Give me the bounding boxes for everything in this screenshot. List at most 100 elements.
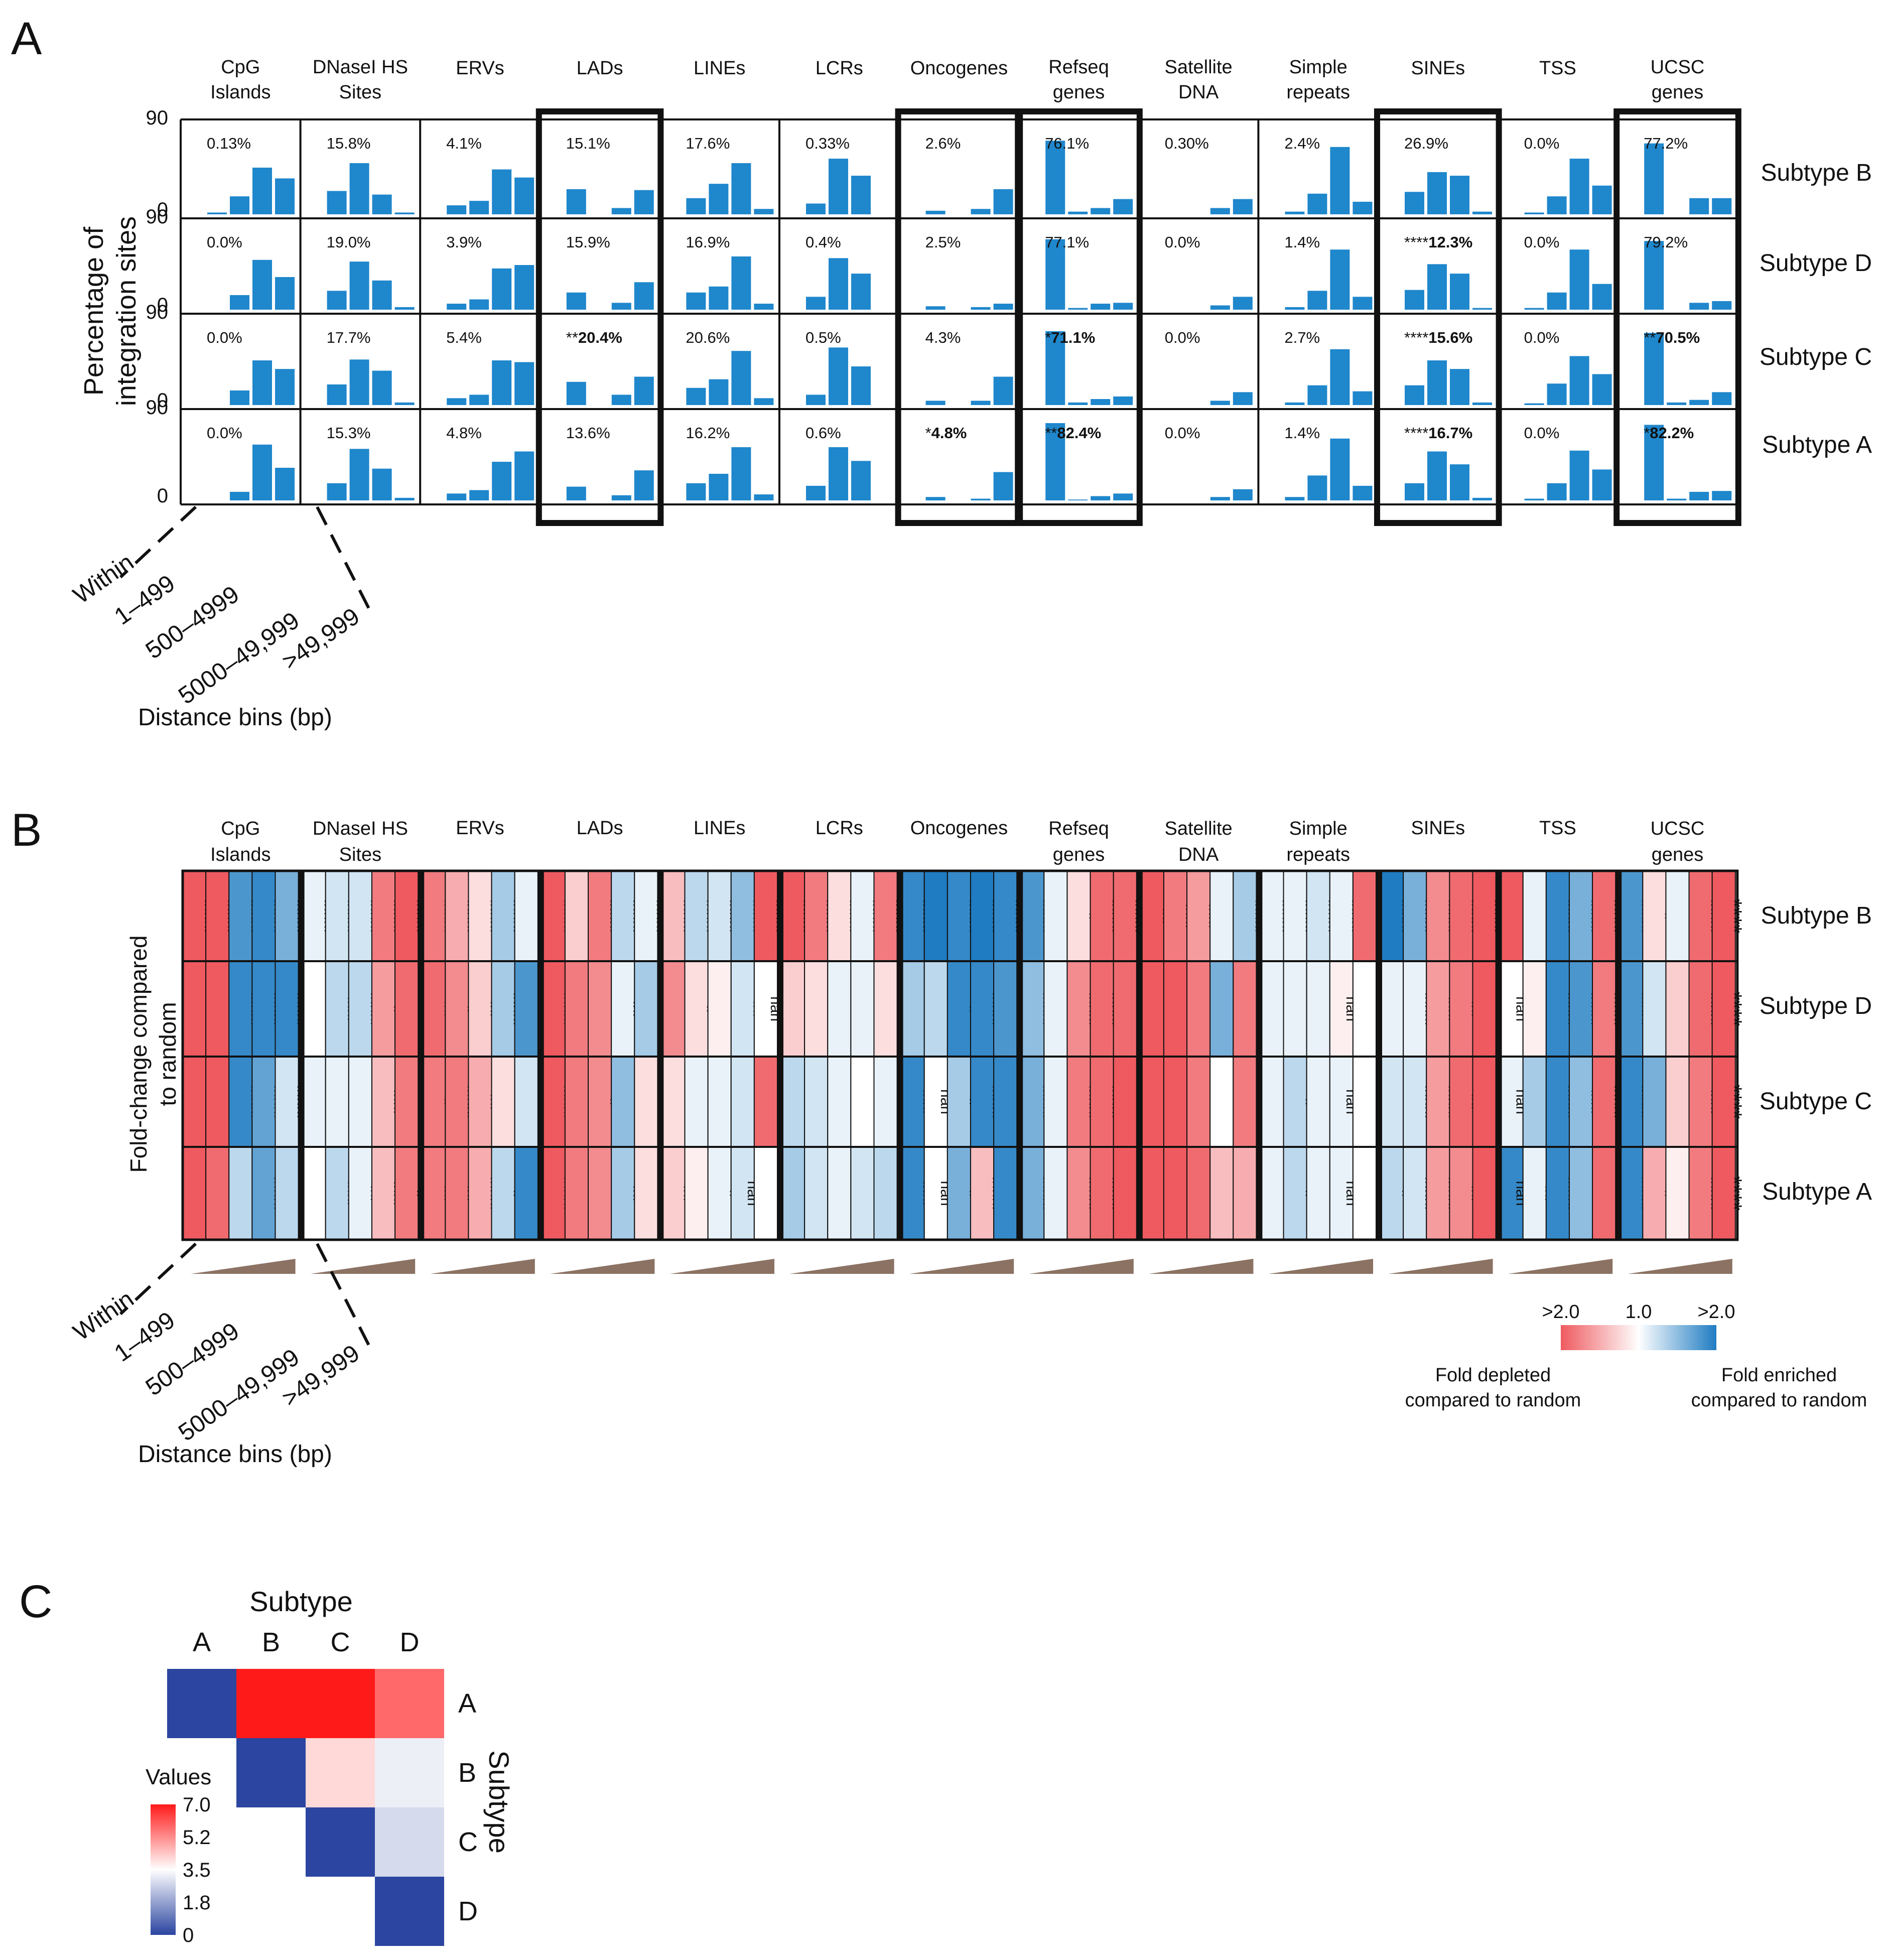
bar [349, 449, 369, 500]
bar [1307, 475, 1327, 500]
distance-axis-label: Distance bins (bp) [138, 704, 332, 731]
bar [275, 369, 295, 405]
heatmap-cell [1306, 1146, 1330, 1240]
bar [806, 395, 826, 405]
heatmap-cell [564, 1146, 589, 1240]
heatmap-cell [1522, 1056, 1547, 1147]
heatmap-cell [514, 870, 538, 962]
bar [230, 491, 249, 500]
bracket-line [316, 1243, 373, 1351]
percent-label: 0.0% [1524, 135, 1560, 152]
bar [1233, 297, 1253, 310]
heatmap-cell [1568, 1146, 1593, 1240]
percent-label: 15.3% [327, 424, 371, 442]
category-header: Sites [339, 82, 381, 103]
heatmap-cell [1090, 870, 1114, 962]
heatmap-cell [753, 961, 778, 1057]
percent-value: 77.2% [1644, 135, 1688, 152]
heatmap-cell [1380, 1056, 1404, 1147]
category-header: LCRs [816, 58, 863, 79]
percent-value: 0.5% [805, 329, 841, 346]
bar [252, 360, 272, 405]
bar [1592, 374, 1612, 405]
percent-value: 12.3% [1428, 233, 1472, 251]
bar [971, 401, 991, 405]
bar [993, 376, 1013, 405]
heatmap-cell [514, 1056, 538, 1147]
bar [1472, 211, 1492, 214]
category-header: DNA [1178, 844, 1219, 865]
heatmap-cell [1209, 1146, 1234, 1240]
category-header: SINEs [1411, 818, 1465, 839]
category-header: CpG [221, 818, 260, 839]
bar [1569, 249, 1589, 310]
heatmap-cell [1522, 961, 1547, 1057]
heatmap-cell [827, 1056, 852, 1147]
bar [566, 189, 586, 214]
y-tick-max: 90 [146, 397, 169, 419]
bar [851, 176, 871, 214]
bar [1285, 211, 1305, 214]
heatmap-cell [1163, 1146, 1188, 1240]
heatmap-cell [923, 870, 948, 962]
bar [1547, 292, 1567, 310]
heatmap-cell [394, 1146, 419, 1240]
distance-wedge [191, 1259, 296, 1274]
heatmap-cell [251, 961, 276, 1057]
bar [851, 274, 871, 310]
heatmap-cell [1592, 1056, 1616, 1147]
percent-value: 15.6% [1428, 329, 1472, 346]
heatmap-cell [1113, 961, 1137, 1057]
subtype-label: Subtype B [1761, 160, 1872, 186]
heatmap-cell [1352, 1056, 1377, 1147]
category-header: TSS [1539, 818, 1576, 839]
bar [1592, 185, 1612, 214]
bar [492, 360, 512, 405]
heatmap-cell [753, 870, 778, 962]
percent-label: 4.8% [446, 424, 482, 442]
subtype-label: Subtype D [1760, 993, 1872, 1019]
heatmap-cell [1043, 870, 1068, 962]
heatmap-cell [1352, 870, 1377, 962]
y-tick-min: 0 [157, 199, 168, 221]
heatmap-cell [850, 961, 875, 1057]
bar [230, 295, 249, 310]
bar [1307, 291, 1327, 310]
percent-value: 4.8% [446, 424, 482, 442]
heatmap-cell [1209, 870, 1234, 962]
bar [514, 265, 534, 310]
subtype-label: Subtype D [1760, 250, 1872, 277]
significance-stars: * [1045, 329, 1051, 346]
heatmap-cell [564, 1056, 589, 1147]
heatmap-cell [1711, 1056, 1736, 1147]
heatmap-cell [564, 870, 589, 962]
y-tick-max: 90 [146, 107, 169, 129]
category-header: LINEs [694, 818, 745, 839]
heatmap-cell [900, 870, 925, 962]
heatmap-cell [588, 1146, 612, 1240]
heatmap-cell [422, 961, 446, 1057]
bar [1405, 483, 1424, 500]
bar [829, 447, 848, 500]
bar [252, 167, 272, 214]
bar [709, 286, 729, 310]
heatmap-cell [804, 1056, 829, 1147]
percent-value: 4.8% [931, 424, 967, 442]
percent-value: 0.0% [1165, 329, 1200, 346]
legend-colorbar [1561, 1325, 1716, 1350]
bar [1689, 198, 1709, 214]
bar [1644, 143, 1664, 214]
bar [1210, 497, 1230, 500]
bar [709, 379, 729, 405]
bar [394, 497, 415, 500]
bar [851, 366, 871, 405]
heatmap-cell [1260, 961, 1284, 1057]
heatmap-cell [1403, 961, 1427, 1057]
category-header: Sites [339, 844, 381, 865]
bar [1091, 399, 1111, 405]
bar [1353, 391, 1373, 405]
subtype-label: Subtype B [1761, 902, 1872, 929]
category-header: LCRs [816, 818, 863, 839]
